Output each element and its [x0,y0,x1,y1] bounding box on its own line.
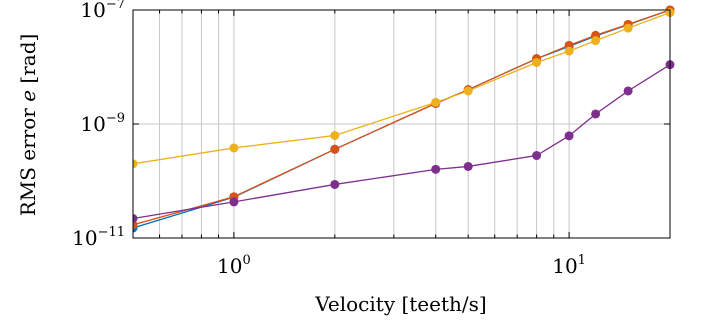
data-point [330,179,340,189]
data-point [133,159,138,169]
series-4 [133,60,675,223]
data-point [330,130,340,140]
data-point [431,164,441,174]
y-axis-label: RMS error e [rad] [16,34,40,217]
y-axis-label-suffix: [rad] [16,34,40,90]
data-point [532,57,542,67]
series-layer [133,5,675,233]
series-line [133,12,671,165]
data-point [623,23,633,33]
y-axis-label-prefix: RMS error [16,102,40,217]
data-point [532,151,542,161]
data-point [591,36,601,46]
y-axis-label-variable: e [16,90,40,102]
data-point [564,131,574,141]
data-point [229,143,239,153]
x-tick-label: 101 [552,253,586,278]
data-point [133,213,138,223]
y-tick-label: 10−9 [80,111,125,136]
data-point [229,197,239,207]
data-point [591,109,601,119]
data-point [564,46,574,56]
series-line [133,64,671,220]
data-point [463,161,473,171]
series-line [133,9,671,226]
y-tick-label: 10−7 [80,0,125,22]
ticks [132,9,671,239]
x-axis-label: Velocity [teeth/s] [314,292,486,316]
data-point [463,86,473,96]
x-tick-label: 100 [217,253,251,278]
data-point [330,144,340,154]
y-tick-label: 10−11 [72,225,125,250]
data-point [623,86,633,96]
tick-labels: 100 101 10−11 10−9 10−7 [72,0,586,278]
series-3 [133,8,675,169]
data-point [431,97,441,107]
